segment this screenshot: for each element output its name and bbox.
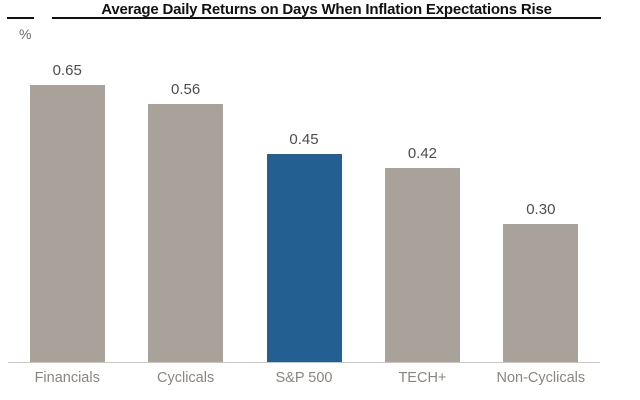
category-label: S&P 500 <box>275 370 333 386</box>
bar-slot: 0.42 <box>363 62 481 362</box>
category-label: TECH+ <box>398 370 447 386</box>
bar-slot: 0.45 <box>245 62 363 362</box>
category-label: Non-Cyclicals <box>496 370 586 386</box>
bar-cyclicals <box>148 104 224 362</box>
bar-value-label: 0.42 <box>407 145 438 162</box>
bar-value-label: 0.65 <box>52 62 82 79</box>
category-labels-row: Financials Cyclicals S&P 500 TECH+ Non-Cycli… <box>8 370 600 386</box>
bar-s-p-500 <box>266 154 342 362</box>
chart-title: Average Daily Returns on Days When Infla… <box>101 1 552 18</box>
top-left-rule <box>7 17 34 19</box>
category-label: Cyclicals <box>157 370 215 386</box>
bar-tech- <box>384 168 460 362</box>
bars-row: 0.65 0.56 0.45 0.42 0.30 <box>8 62 600 362</box>
x-axis-baseline <box>8 362 600 363</box>
bar-financials <box>29 85 105 362</box>
bar-value-label: 0.45 <box>289 131 319 148</box>
y-axis-unit-label: % <box>19 26 32 42</box>
bar-slot: 0.65 <box>8 62 126 362</box>
bar-slot: 0.30 <box>482 62 600 362</box>
bar-value-label: 0.56 <box>171 81 201 98</box>
bar-slot: 0.56 <box>126 62 244 362</box>
bar-non-cyclicals <box>503 224 579 362</box>
title-underline <box>52 17 601 19</box>
category-label: Financials <box>34 370 100 386</box>
bar-value-label: 0.30 <box>526 201 556 218</box>
